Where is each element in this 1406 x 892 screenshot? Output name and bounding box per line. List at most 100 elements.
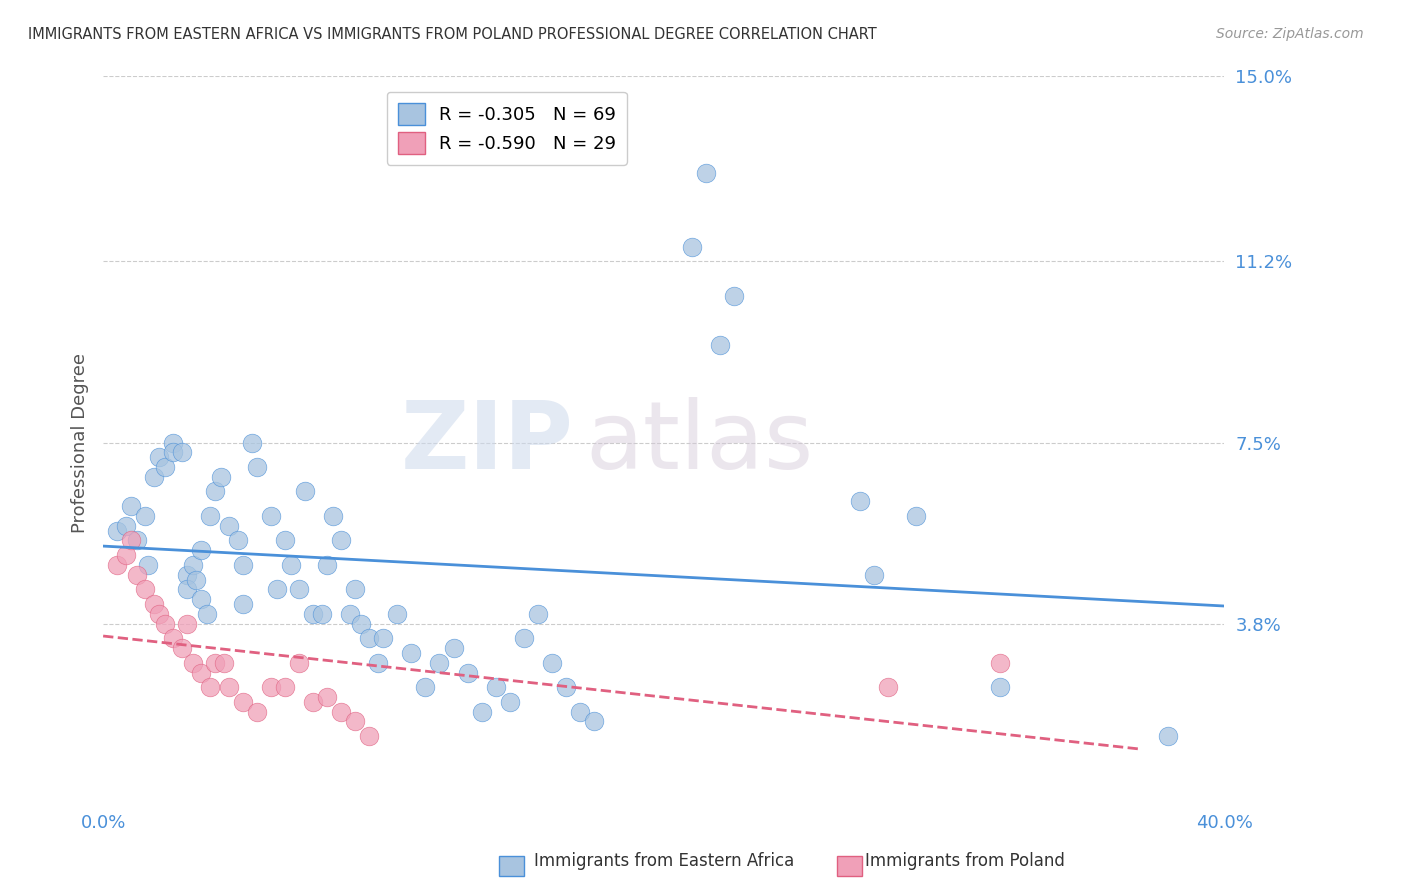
Text: Immigrants from Eastern Africa: Immigrants from Eastern Africa [534, 852, 794, 870]
Point [120, 499, 142, 513]
Point [232, 597, 254, 611]
Point [162, 445, 184, 459]
Point [176, 582, 198, 597]
Point [246, 705, 269, 719]
Text: Source: ZipAtlas.com: Source: ZipAtlas.com [1216, 27, 1364, 41]
Point [330, 705, 353, 719]
Point [359, 632, 381, 646]
Point [226, 533, 249, 548]
Point [260, 508, 283, 523]
Point [288, 582, 311, 597]
Point [134, 508, 156, 523]
Point [181, 656, 204, 670]
Text: Immigrants from Poland: Immigrants from Poland [865, 852, 1064, 870]
Point [176, 567, 198, 582]
Point [204, 656, 226, 670]
Point [316, 558, 339, 572]
Point [339, 607, 361, 621]
Y-axis label: Professional Degree: Professional Degree [72, 352, 89, 533]
Point [330, 533, 353, 548]
Point [526, 607, 548, 621]
Point [218, 518, 240, 533]
Point [512, 632, 534, 646]
Point [498, 695, 520, 709]
Point [316, 690, 339, 704]
Point [105, 524, 128, 538]
Point [176, 616, 198, 631]
Point [540, 656, 562, 670]
Point [218, 680, 240, 694]
Point [204, 484, 226, 499]
Point [148, 607, 170, 621]
Point [170, 641, 193, 656]
Point [266, 582, 288, 597]
Point [988, 680, 1011, 694]
Point [274, 680, 297, 694]
Point [988, 656, 1011, 670]
Point [195, 607, 218, 621]
Point [554, 680, 576, 694]
Point [302, 607, 325, 621]
Text: ZIP: ZIP [401, 397, 574, 489]
Point [373, 632, 395, 646]
Point [240, 435, 263, 450]
Point [1157, 729, 1180, 743]
Point [142, 470, 165, 484]
Point [484, 680, 506, 694]
Point [849, 494, 872, 508]
Point [181, 558, 204, 572]
Point [232, 558, 254, 572]
Point [212, 656, 235, 670]
Point [350, 616, 373, 631]
Point [148, 450, 170, 465]
Point [162, 435, 184, 450]
Point [443, 641, 465, 656]
Point [457, 665, 479, 680]
Point [274, 533, 297, 548]
Point [344, 582, 367, 597]
Point [568, 705, 591, 719]
Point [322, 508, 344, 523]
Point [153, 616, 176, 631]
Point [723, 289, 745, 303]
Point [288, 656, 311, 670]
Legend: R = -0.305   N = 69, R = -0.590   N = 29: R = -0.305 N = 69, R = -0.590 N = 29 [387, 92, 627, 165]
Point [367, 656, 389, 670]
Point [863, 567, 886, 582]
Point [681, 240, 703, 254]
Point [184, 573, 207, 587]
Point [387, 607, 409, 621]
Point [114, 518, 136, 533]
Text: IMMIGRANTS FROM EASTERN AFRICA VS IMMIGRANTS FROM POLAND PROFESSIONAL DEGREE COR: IMMIGRANTS FROM EASTERN AFRICA VS IMMIGR… [28, 27, 877, 42]
Point [114, 548, 136, 562]
Point [105, 558, 128, 572]
Point [709, 337, 731, 351]
Point [190, 543, 212, 558]
Point [136, 558, 159, 572]
Point [209, 470, 232, 484]
Point [190, 665, 212, 680]
Point [134, 582, 156, 597]
Point [429, 656, 451, 670]
Point [162, 632, 184, 646]
Point [905, 508, 928, 523]
Point [344, 714, 367, 729]
Point [120, 533, 142, 548]
Point [232, 695, 254, 709]
Point [470, 705, 492, 719]
Point [125, 533, 148, 548]
Point [190, 592, 212, 607]
Point [877, 680, 900, 694]
Point [153, 460, 176, 475]
Point [198, 508, 221, 523]
Point [302, 695, 325, 709]
Point [415, 680, 437, 694]
Point [311, 607, 333, 621]
Text: atlas: atlas [585, 397, 814, 489]
Point [198, 680, 221, 694]
Point [294, 484, 316, 499]
Point [246, 460, 269, 475]
Point [280, 558, 302, 572]
Point [582, 714, 605, 729]
Point [142, 597, 165, 611]
